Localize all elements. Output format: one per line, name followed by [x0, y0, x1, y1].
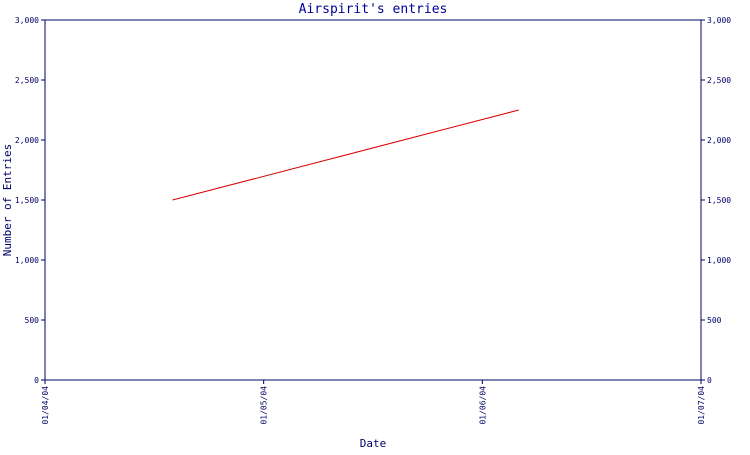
- y-tick-label-left: 2,000: [15, 136, 39, 145]
- y-tick-label-left: 2,500: [15, 76, 39, 85]
- chart-title: Airspirit's entries: [299, 2, 448, 17]
- y-tick-label-right: 2,000: [707, 136, 731, 145]
- y-tick-label-right: 3,000: [707, 16, 731, 25]
- series-line: [172, 109, 519, 201]
- plot-frame: [44, 19, 702, 381]
- x-axis-title: Date: [360, 437, 387, 450]
- x-tick-label: 01/07/04: [697, 386, 706, 425]
- y-axis-right: 0 500 1,000 1,500 2,000 2,500 3,000: [701, 16, 731, 385]
- series-layer: [172, 109, 519, 201]
- x-tick-label: 01/04/04: [41, 386, 50, 425]
- y-tick-label-right: 1,500: [707, 196, 731, 205]
- y-tick-label-left: 500: [25, 316, 40, 325]
- y-tick-label-left: 1,500: [15, 196, 39, 205]
- y-axis-title: Number of Entries: [1, 144, 14, 257]
- y-tick-label-left: 0: [34, 376, 39, 385]
- y-tick-label-left: 1,000: [15, 256, 39, 265]
- x-tick-label: 01/05/04: [260, 386, 269, 425]
- y-axis-left: 0 500 1,000 1,500 2,000 2,500 3,000: [15, 16, 45, 385]
- y-tick-label-right: 0: [707, 376, 712, 385]
- x-tick-label: 01/06/04: [478, 386, 487, 425]
- y-tick-label-left: 3,000: [15, 16, 39, 25]
- x-axis: 01/04/04 01/05/04 01/06/04 01/07/04: [41, 380, 706, 425]
- y-tick-label-right: 1,000: [707, 256, 731, 265]
- y-tick-label-right: 500: [707, 316, 722, 325]
- y-tick-label-right: 2,500: [707, 76, 731, 85]
